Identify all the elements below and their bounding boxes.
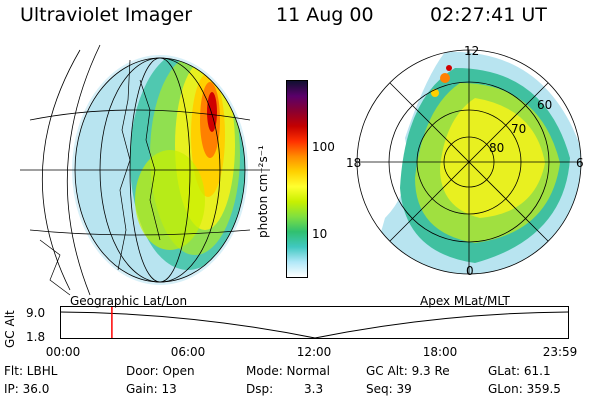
mlat-label-60: 60 [537,98,553,112]
polar-panel-label: Apex MLat/MLT [420,294,510,308]
alt-ytick-top: 9.0 [26,306,46,320]
glat-info: GLat: 61.1 [488,364,551,378]
ip-info: IP: 36.0 [4,382,50,396]
alt-ytick-bottom: 1.8 [26,330,46,344]
dsp-value: 3.3 [304,382,324,396]
alt-xtick-0: 00:00 [45,345,81,359]
mlat-label-70: 70 [511,122,527,136]
dsp-label: Dsp: [246,382,274,396]
filter-info: Flt: LBHL [4,364,58,378]
instrument-title: Ultraviolet Imager [20,4,193,26]
time-label: 02:27:41 UT [430,4,547,26]
mlt-label-0: 0 [466,264,474,278]
mlt-label-6: 6 [576,156,584,170]
colorbar-tick-10: 10 [312,227,328,241]
polar-image [356,49,582,275]
glon-info: GLon: 359.5 [488,382,561,396]
colorbar-tick-100: 100 [312,140,335,154]
date-label: 11 Aug 00 [276,4,374,26]
geo-panel-label: Geographic Lat/Lon [70,294,188,308]
mode-info: Mode: Normal [246,364,330,378]
alt-plot-ylabel: GC Alt [3,310,17,348]
seq-info: Seq: 39 [366,382,412,396]
mlat-label-80: 80 [489,141,505,155]
colorbar-unit-label: photon cm⁻²s⁻¹ [256,145,270,238]
colorbar [286,80,308,278]
alt-plot [59,306,569,339]
gc-alt-info: GC Alt: 9.3 Re [366,364,450,378]
alt-xtick-1: 06:00 [170,345,206,359]
alt-xtick-3: 18:00 [422,345,458,359]
mlt-label-18: 18 [346,156,362,170]
alt-xtick-4: 23:59 [542,345,578,359]
door-info: Door: Open [126,364,195,378]
gain-info: Gain: 13 [126,382,177,396]
mlt-label-12: 12 [464,44,480,58]
alt-xtick-2: 12:00 [296,345,332,359]
geographic-image [20,44,270,296]
